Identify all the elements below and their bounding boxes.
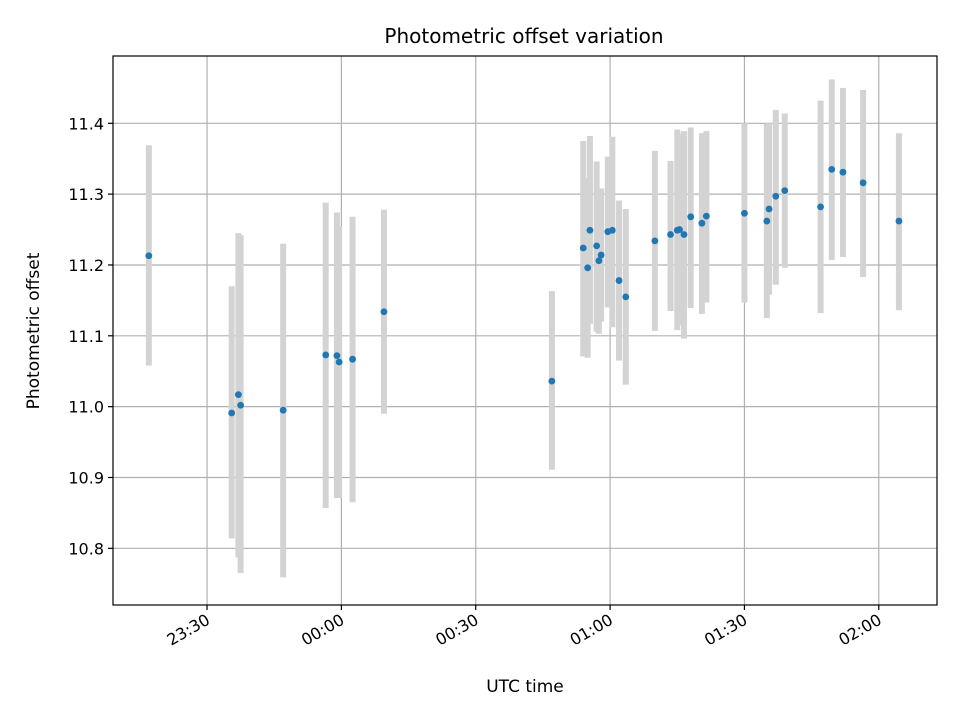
data-points: [145, 165, 903, 417]
data-point: [548, 377, 556, 385]
data-point: [579, 244, 587, 252]
data-point: [817, 203, 824, 211]
data-point: [895, 217, 903, 225]
y-axis-label: Photometric offset: [24, 252, 44, 409]
data-point: [859, 179, 867, 187]
data-point: [333, 352, 341, 360]
data-point: [584, 264, 592, 272]
data-point: [698, 219, 706, 227]
y-tick-label: 10.9: [68, 468, 104, 487]
data-point: [680, 231, 688, 238]
data-point: [349, 355, 356, 363]
data-point: [667, 231, 674, 238]
data-point: [702, 212, 710, 220]
data-point: [828, 165, 836, 173]
data-point: [145, 252, 153, 260]
data-point: [651, 237, 659, 245]
data-point: [741, 209, 748, 217]
y-tick-label: 10.8: [68, 539, 104, 558]
x-axis-label: UTC time: [486, 677, 564, 697]
plot-frame: [112, 55, 938, 606]
data-point: [839, 168, 847, 176]
data-point: [781, 187, 789, 194]
data-point: [622, 293, 630, 301]
data-point: [676, 226, 683, 233]
chart-title: Photometric offset variation: [384, 24, 663, 48]
data-point: [335, 358, 343, 366]
data-point: [763, 217, 771, 225]
data-point: [380, 308, 388, 316]
data-point: [608, 226, 616, 234]
y-tick-label: 11.1: [68, 327, 104, 346]
data-point: [586, 226, 594, 234]
data-point: [228, 409, 236, 417]
y-tick-label: 11.2: [68, 256, 104, 275]
data-point: [687, 213, 695, 221]
y-tick-label: 11.3: [68, 185, 104, 204]
data-point: [597, 251, 605, 259]
y-axis: 10.8 10.9 11.0 11.1 11.2 11.3 11.4: [68, 114, 113, 558]
data-point: [772, 192, 780, 200]
data-point: [322, 351, 330, 359]
data-point: [593, 242, 601, 250]
data-point: [765, 205, 773, 213]
data-point: [615, 277, 623, 284]
data-point: [595, 257, 603, 265]
y-tick-label: 11.4: [68, 114, 104, 133]
y-tick-label: 11.0: [68, 398, 104, 417]
data-point: [279, 406, 287, 414]
data-point: [234, 391, 242, 399]
grid: [113, 56, 937, 605]
data-point: [237, 401, 245, 409]
